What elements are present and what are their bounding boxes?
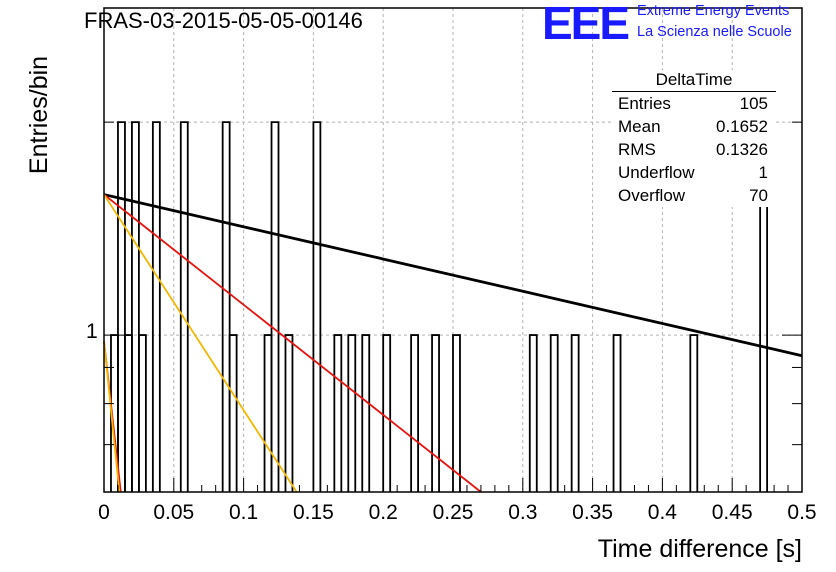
stats-row: Mean 0.1652 — [612, 115, 776, 138]
histogram-bar — [410, 334, 419, 492]
logo-line-2: La Scienza nelle Scuole — [637, 24, 792, 40]
x-tick-label: 0.15 — [292, 501, 334, 524]
stats-value: 70 — [749, 186, 768, 205]
fit-curve — [103, 194, 298, 493]
fit-curves — [103, 193, 803, 493]
histogram-bar — [228, 334, 238, 492]
stats-row: Underflow 1 — [612, 161, 776, 184]
histogram-bar — [131, 121, 140, 492]
logo-line-1: Extreme Energy Events — [637, 3, 790, 19]
stats-row: Overflow 70 — [612, 184, 776, 207]
stats-label: Mean — [618, 117, 661, 136]
histogram-bar — [179, 121, 189, 492]
x-tick-label: 0.5 — [787, 501, 817, 524]
stats-row: RMS 0.1326 — [612, 138, 776, 161]
stats-label: Underflow — [618, 163, 695, 182]
fit-curve — [103, 193, 803, 358]
x-tick-label: 0.2 — [368, 501, 398, 524]
stats-label: RMS — [618, 140, 656, 159]
histogram-bar — [333, 334, 343, 492]
chart-title: FRAS-03-2015-05-05-00146 — [84, 8, 363, 33]
x-tick-label: 0 — [98, 501, 110, 524]
axis-ticks — [103, 121, 803, 493]
grid — [104, 8, 802, 492]
histogram-bar — [312, 121, 322, 492]
stats-row: Entries 105 — [612, 92, 776, 115]
fit-curve — [103, 341, 121, 493]
stats-label: Overflow — [618, 186, 686, 205]
histogram-bar — [570, 334, 580, 492]
stats-box: DeltaTime Entries 105 Mean 0.1652 RMS 0.132… — [612, 70, 776, 207]
histogram-bar — [138, 334, 147, 492]
y-tick-label: 1 — [86, 320, 98, 343]
eee-logo: EEE — [542, 0, 630, 49]
histogram-bar — [452, 334, 461, 492]
stats-title: DeltaTime — [612, 70, 776, 92]
stats-value: 1 — [758, 163, 768, 182]
histogram-bar — [221, 121, 231, 492]
stats-value: 105 — [739, 94, 768, 113]
histogram-bar — [263, 334, 273, 492]
stats-value: 0.1652 — [716, 117, 768, 136]
histogram-bar — [361, 334, 371, 492]
histogram-bar — [431, 334, 440, 492]
fit-curve — [103, 193, 482, 493]
x-tick-label: 0.3 — [508, 501, 538, 524]
x-tick-label: 0.25 — [432, 501, 474, 524]
x-axis-label: Time difference [s] — [597, 535, 802, 563]
histogram-bar — [151, 121, 161, 492]
histogram-bar — [124, 334, 133, 492]
x-tick-label: 0.05 — [153, 501, 195, 524]
histogram — [110, 121, 768, 492]
histogram-bar — [270, 121, 280, 492]
histogram-bar — [117, 121, 126, 492]
histogram-bar — [528, 334, 538, 492]
histogram-bar — [689, 334, 699, 492]
y-axis-label: Entries/bin — [25, 55, 53, 175]
histogram-bar — [549, 334, 559, 492]
histogram-bar — [612, 334, 622, 492]
x-tick-label: 0.45 — [711, 501, 753, 524]
x-tick-label: 0.35 — [572, 501, 614, 524]
histogram-bar — [382, 334, 392, 492]
stats-value: 0.1326 — [716, 140, 768, 159]
stats-label: Entries — [618, 94, 671, 113]
histogram-bar — [347, 334, 357, 492]
histogram-bar — [284, 334, 294, 492]
x-tick-label: 0.4 — [647, 501, 677, 524]
x-tick-label: 0.1 — [228, 501, 259, 524]
